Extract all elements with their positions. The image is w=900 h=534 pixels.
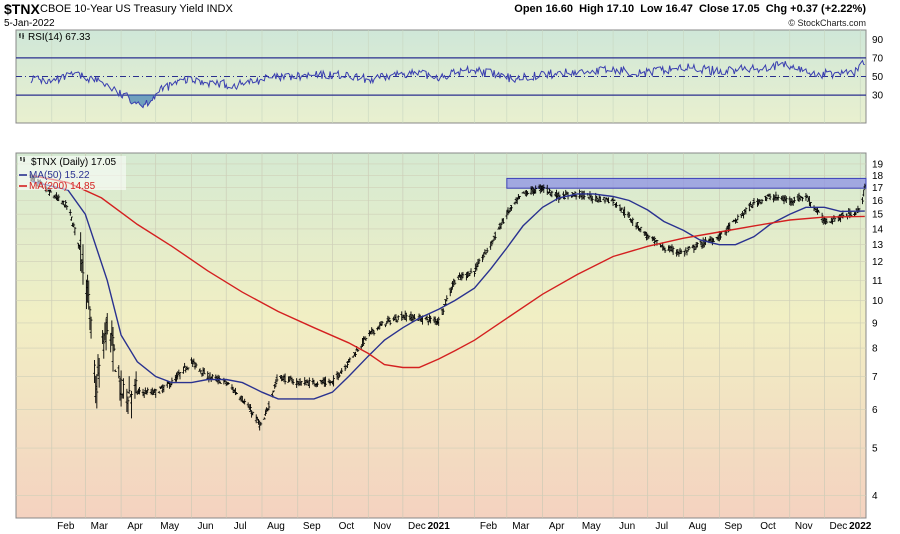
rsi-y-ticks: 30 50 70 90: [872, 35, 884, 102]
chart-date: 5-Jan-2022: [4, 18, 55, 29]
ma200-legend-label: MA(200) 14.85: [29, 181, 96, 192]
x-tick-labels: Feb Mar Apr May Jun Jul Aug Sep Oct Nov Dec 2021 Feb…: [57, 521, 872, 532]
x-tick-label: Jul: [655, 521, 668, 532]
x-tick-label: 2022: [849, 521, 872, 532]
rsi-panel-bg: [15, 29, 867, 124]
open-label: Open: [514, 3, 543, 15]
chg-value: +0.37 (+2.22%): [790, 3, 866, 15]
close-value: 17.05: [732, 3, 760, 15]
resistance-band: [506, 177, 867, 189]
price-y-tick-label: 14: [872, 224, 884, 235]
x-tick-label: Sep: [303, 521, 321, 532]
x-tick-label: Feb: [480, 521, 498, 532]
price-legend-label: $TNX (Daily) 17.05: [31, 157, 116, 168]
rsi-line: [30, 59, 865, 109]
close-label: Close: [699, 3, 729, 15]
x-tick-label: Dec: [408, 521, 426, 532]
price-y-tick-label: 7: [872, 372, 878, 383]
high-value: 17.10: [606, 3, 635, 15]
high-label: High: [579, 3, 604, 15]
x-tick-label: Dec: [830, 521, 848, 532]
price-y-tick-label: 13: [872, 240, 884, 251]
price-y-tick-label: 8: [872, 344, 878, 355]
x-tick-label: Jul: [234, 521, 247, 532]
low-label: Low: [640, 3, 663, 15]
open-value: 16.60: [545, 3, 573, 15]
x-tick-label: Jun: [619, 521, 635, 532]
price-y-tick-label: 10: [872, 296, 884, 307]
ticker-symbol: $TNX: [4, 1, 40, 17]
x-tick-label: Sep: [724, 521, 742, 532]
x-tick-label: Aug: [267, 521, 285, 532]
x-tick-label: May: [160, 521, 179, 532]
price-y-tick-label: 11: [872, 276, 883, 287]
price-panel-bg: [15, 152, 867, 519]
ma50-line: [32, 180, 865, 400]
x-tick-label: Aug: [689, 521, 707, 532]
x-tick-label: May: [582, 521, 601, 532]
x-tick-label: Oct: [339, 521, 355, 532]
price-y-tick-label: 18: [872, 171, 884, 182]
price-y-tick-label: 4: [872, 491, 878, 502]
price-legend-bg: [18, 156, 126, 190]
price-y-tick-label: 6: [872, 405, 878, 416]
rsi-y-tick-label: 30: [872, 91, 884, 102]
rsi-y-tick-label: 70: [872, 53, 884, 64]
price-y-tick-label: 15: [872, 210, 884, 221]
x-tick-label: Apr: [549, 521, 565, 532]
price-y-tick-label: 19: [872, 159, 884, 170]
rsi-legend: RSI(14) 67.33: [19, 32, 91, 43]
ticker-name: CBOE 10-Year US Treasury Yield INDX: [40, 3, 233, 15]
rsi-y-tick-label: 90: [872, 35, 884, 46]
ohlc-readout: Open 16.60 High 17.10 Low 16.47 Close 17…: [514, 3, 866, 15]
low-value: 16.47: [665, 3, 693, 15]
price-y-tick-label: 17: [872, 183, 884, 194]
x-tick-label: Apr: [127, 521, 143, 532]
price-y-tick-label: 9: [872, 318, 878, 329]
x-tick-label: Nov: [373, 521, 391, 532]
x-tick-label: Jun: [197, 521, 213, 532]
rsi-legend-label: RSI(14) 67.33: [28, 32, 91, 43]
price-y-tick-label: 16: [872, 196, 884, 207]
rsi-legend-icon: [19, 33, 24, 39]
x-tick-label: Mar: [91, 521, 109, 532]
x-tick-label: Oct: [760, 521, 776, 532]
x-tick-label: 2021: [428, 521, 451, 532]
credit-text: © StockCharts.com: [788, 18, 866, 28]
x-tick-label: Nov: [795, 521, 813, 532]
x-tick-label: Mar: [512, 521, 530, 532]
price-y-tick-label: 12: [872, 257, 884, 268]
ohlc-bars-icon: [20, 157, 25, 162]
x-tick-label: Feb: [57, 521, 75, 532]
ma50-legend-label: MA(50) 15.22: [29, 170, 90, 181]
price-y-tick-label: 5: [872, 444, 878, 455]
chg-label: Chg: [765, 3, 788, 15]
ma200-line: [32, 174, 865, 369]
rsi-y-tick-label: 50: [872, 72, 884, 83]
rsi-series: [30, 59, 865, 109]
